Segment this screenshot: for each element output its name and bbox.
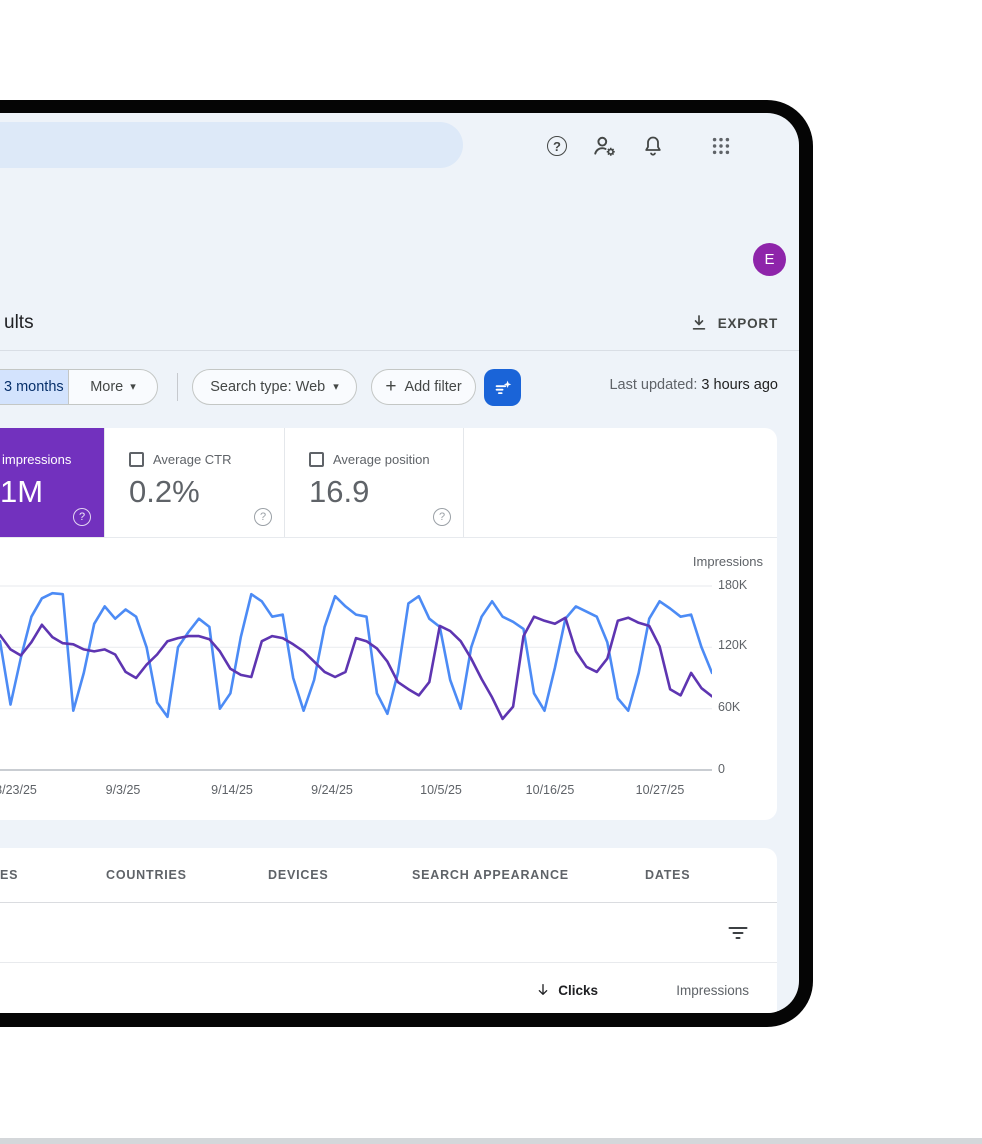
dimension-tabs: ES COUNTRIES DEVICES SEARCH APPEARANCE D… <box>0 848 777 903</box>
search-type-chip[interactable]: Search type: Web ▾ <box>192 369 357 405</box>
app-screen: ? <box>0 113 799 1013</box>
average-position-card[interactable]: Average position 16.9 ? <box>284 428 463 537</box>
help-icon[interactable]: ? <box>254 508 272 526</box>
filter-list-icon[interactable] <box>726 921 750 945</box>
download-icon <box>692 315 705 330</box>
chevron-down-icon: ▾ <box>130 380 136 393</box>
x-tick: 10/5/25 <box>420 783 462 797</box>
x-tick: 8/23/25 <box>0 783 37 797</box>
help-icon[interactable]: ? <box>73 508 91 526</box>
tab-countries[interactable]: COUNTRIES <box>106 868 187 882</box>
average-position-value: 16.9 <box>309 474 370 509</box>
tab-search-appearance[interactable]: SEARCH APPEARANCE <box>412 868 569 882</box>
x-tick: 10/27/25 <box>635 783 685 797</box>
notifications-button[interactable] <box>633 126 673 166</box>
total-impressions-card[interactable]: impressions 1M ? <box>0 428 104 537</box>
last-updated: Last updated: 3 hours ago <box>609 377 778 393</box>
x-tick: 9/14/25 <box>211 783 253 797</box>
search-input[interactable] <box>0 122 463 168</box>
average-ctr-label: Average CTR <box>153 452 232 467</box>
y-tick: 60K <box>718 700 741 714</box>
filter-sparkle-icon <box>495 380 511 394</box>
impressions-card-label: impressions <box>2 452 72 467</box>
add-filter-chip[interactable]: + Add filter <box>371 369 476 405</box>
cards-divider <box>0 537 777 538</box>
x-tick: 9/3/25 <box>105 783 141 797</box>
y-tick: 180K <box>718 578 748 592</box>
chevron-down-icon: ▾ <box>333 380 339 393</box>
sort-descending-icon <box>538 984 548 995</box>
details-table-panel: ES COUNTRIES DEVICES SEARCH APPEARANCE D… <box>0 848 777 1013</box>
filter-settings-button[interactable] <box>484 369 521 406</box>
user-settings-icon <box>594 136 615 156</box>
chip-divider <box>177 373 178 401</box>
tab-pages-partial[interactable]: ES <box>0 868 19 882</box>
average-ctr-checkbox[interactable] <box>129 452 144 467</box>
clicks-column-header[interactable]: Clicks <box>535 982 598 998</box>
date-range-chip[interactable]: 3 months <box>0 370 69 404</box>
help-icon: ? <box>547 136 567 156</box>
page-title: ults <box>4 312 34 333</box>
bell-icon <box>645 136 661 156</box>
date-range-chip-group: 3 months More ▾ <box>0 369 158 405</box>
header-divider <box>0 350 799 351</box>
apps-button[interactable] <box>701 126 741 166</box>
avatar[interactable]: E <box>753 243 786 276</box>
x-tick: 10/16/25 <box>525 783 575 797</box>
performance-panel: impressions 1M ? Average CTR 0.2% ? <box>0 428 777 820</box>
user-settings-button[interactable] <box>585 126 625 166</box>
x-tick: 9/24/25 <box>311 783 353 797</box>
export-button[interactable]: EXPORT <box>689 309 778 337</box>
average-position-checkbox[interactable] <box>309 452 324 467</box>
device-frame: ? <box>0 100 813 1027</box>
help-button[interactable]: ? <box>537 126 577 166</box>
average-ctr-card[interactable]: Average CTR 0.2% ? <box>104 428 284 537</box>
more-chip[interactable]: More ▾ <box>90 379 136 395</box>
tab-dates[interactable]: DATES <box>645 868 691 882</box>
last-updated-value: 3 hours ago <box>701 377 778 393</box>
performance-line-chart[interactable] <box>0 568 712 771</box>
average-ctr-value: 0.2% <box>129 474 200 509</box>
apps-grid-icon <box>712 137 730 155</box>
right-axis-title: Impressions <box>692 554 763 569</box>
y-tick: 120K <box>718 638 748 652</box>
table-filter-row <box>0 903 777 963</box>
card-divider <box>463 428 464 537</box>
table-header-row: Clicks Impressions <box>0 963 777 1013</box>
tab-devices[interactable]: DEVICES <box>268 868 329 882</box>
help-icon[interactable]: ? <box>433 508 451 526</box>
y-tick: 0 <box>718 762 725 776</box>
impressions-card-value: 1M <box>0 474 44 509</box>
average-position-label: Average position <box>333 452 430 467</box>
bottom-edge-strip <box>0 1138 982 1144</box>
impressions-column-header[interactable]: Impressions <box>676 983 749 998</box>
plus-icon: + <box>385 375 397 397</box>
export-label: EXPORT <box>717 315 778 331</box>
